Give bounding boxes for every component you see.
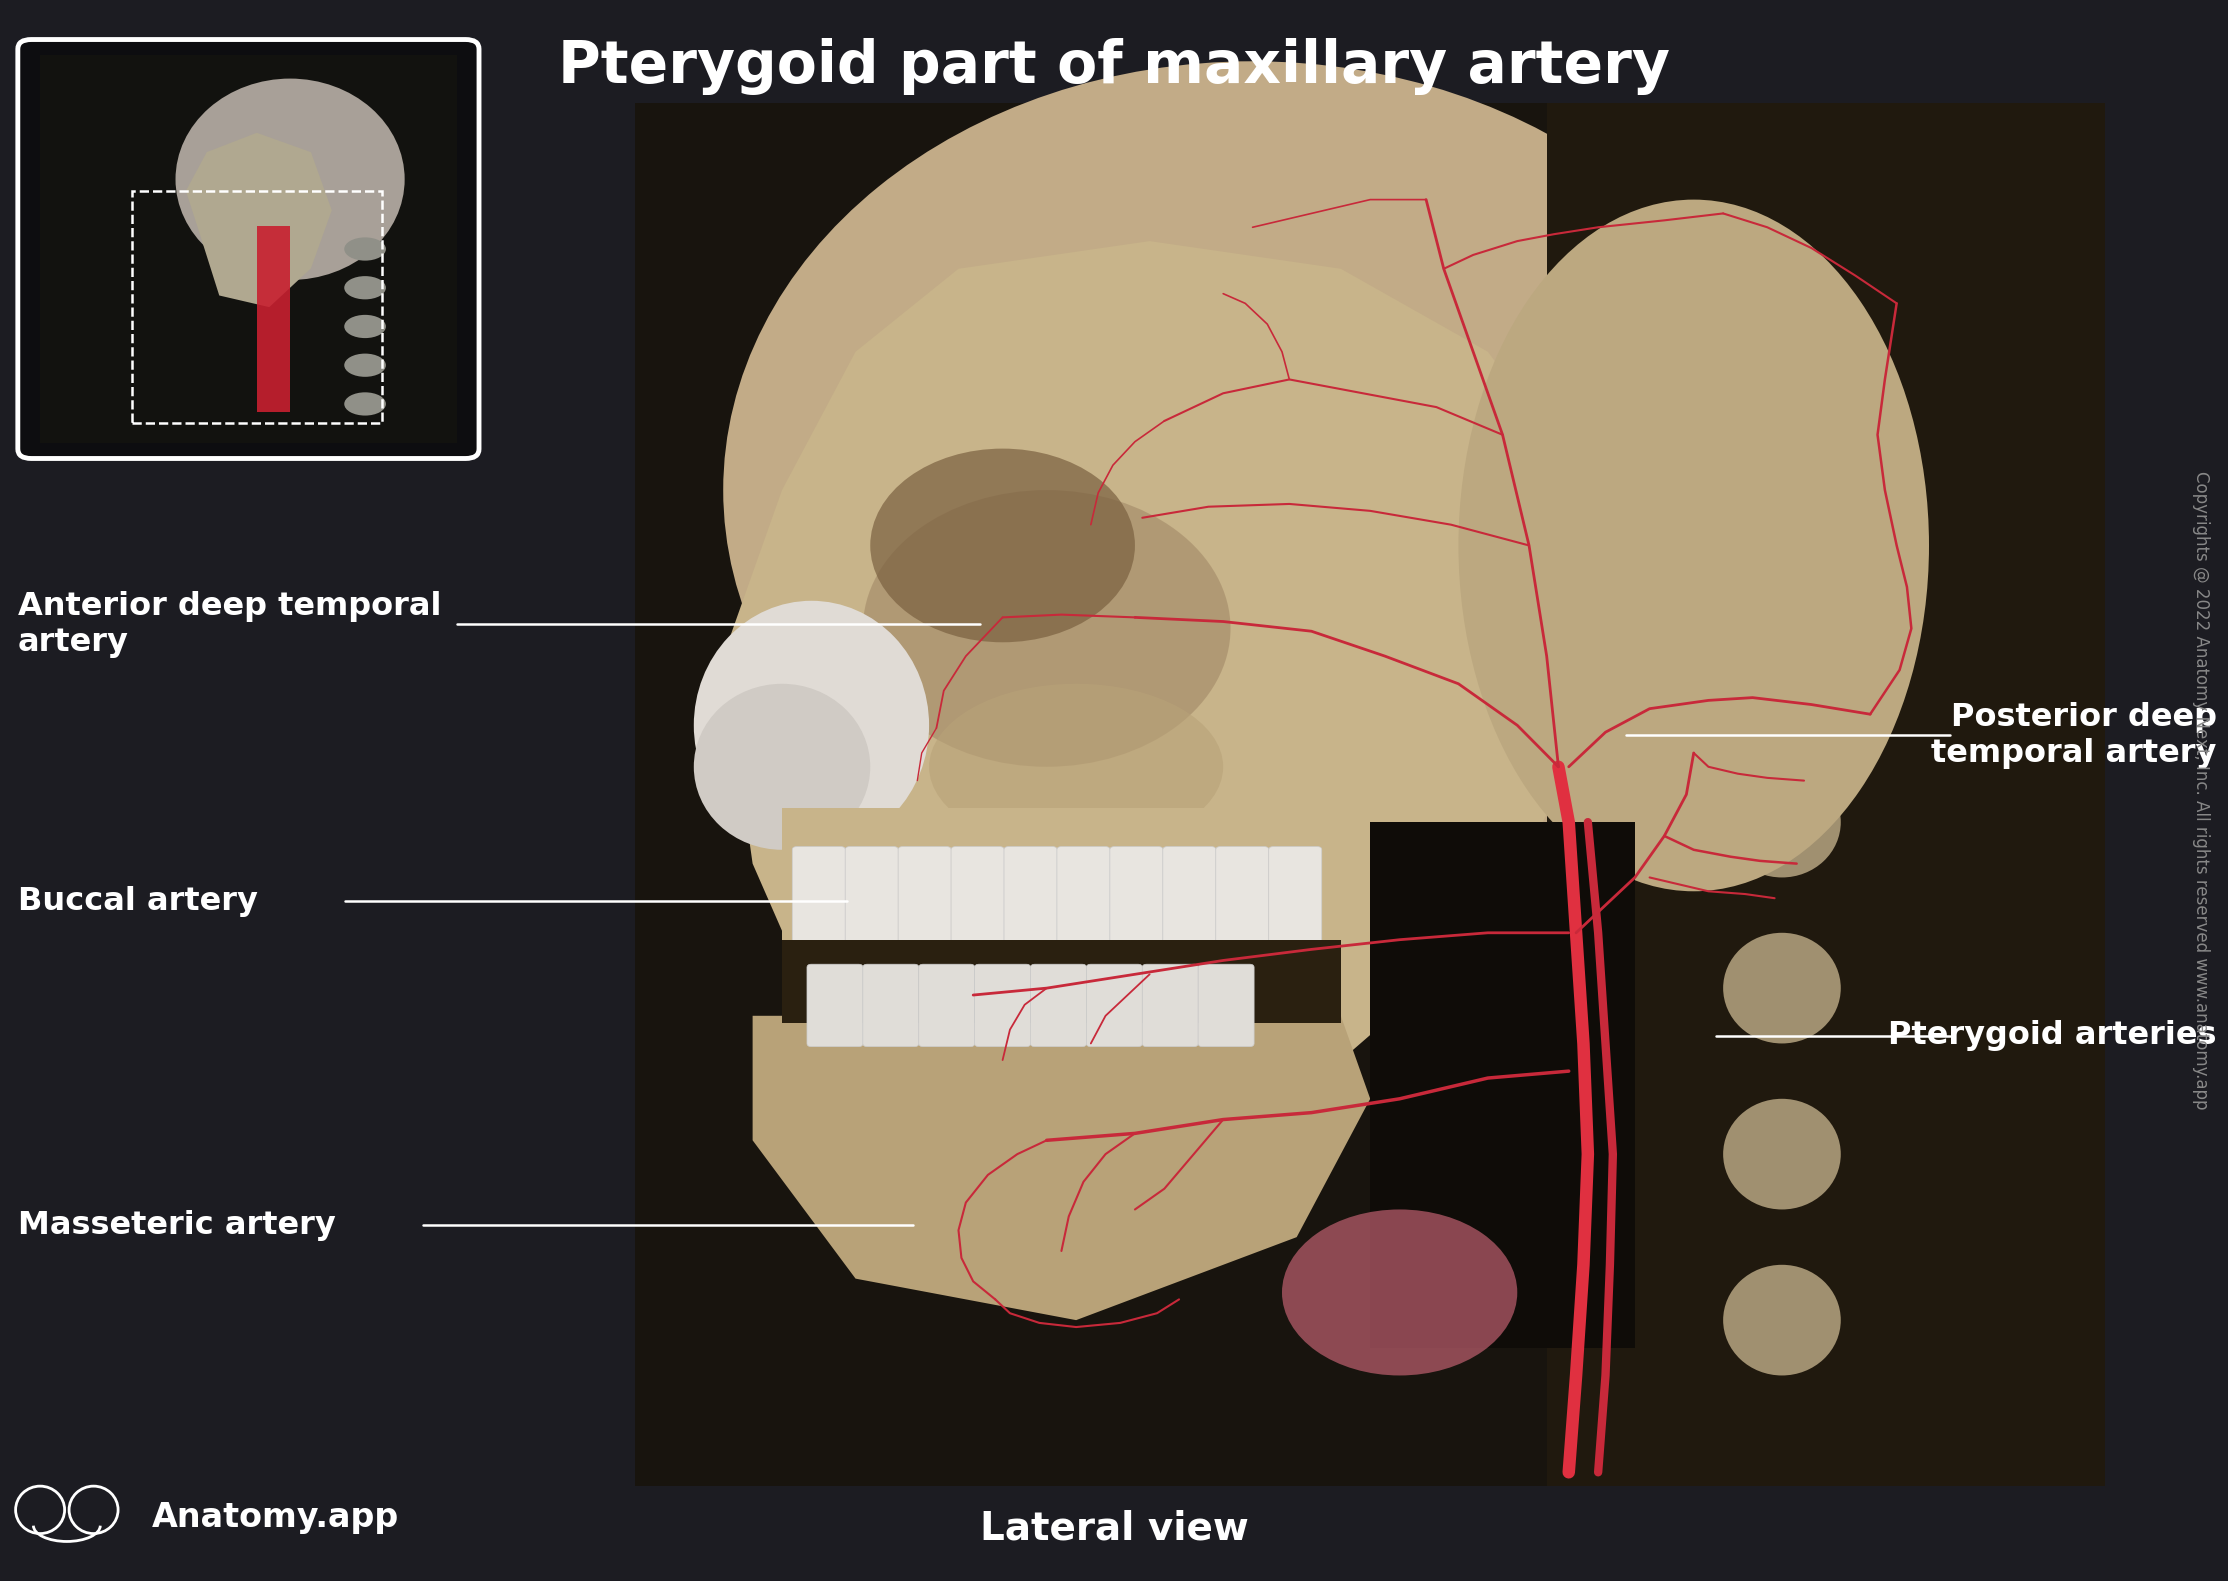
FancyBboxPatch shape <box>1199 964 1254 1047</box>
Text: Buccal artery: Buccal artery <box>18 885 258 917</box>
Ellipse shape <box>1722 1099 1840 1209</box>
Bar <box>635 103 2105 1486</box>
Text: Masseteric artery: Masseteric artery <box>18 1209 336 1241</box>
FancyBboxPatch shape <box>1087 964 1143 1047</box>
FancyBboxPatch shape <box>1216 847 1268 942</box>
FancyBboxPatch shape <box>844 847 898 942</box>
FancyBboxPatch shape <box>1268 847 1321 942</box>
Ellipse shape <box>1722 435 1840 545</box>
FancyBboxPatch shape <box>793 847 844 942</box>
Text: Anatomy.app: Anatomy.app <box>152 1502 399 1534</box>
FancyBboxPatch shape <box>1110 847 1163 942</box>
Ellipse shape <box>862 490 1230 767</box>
Ellipse shape <box>693 601 929 849</box>
Bar <box>1546 103 2105 1486</box>
FancyBboxPatch shape <box>1163 847 1216 942</box>
FancyBboxPatch shape <box>918 964 974 1047</box>
Text: Lateral view: Lateral view <box>980 1510 1248 1548</box>
Ellipse shape <box>724 62 1782 919</box>
Polygon shape <box>724 242 1591 1183</box>
Text: Pterygoid arteries: Pterygoid arteries <box>1889 1020 2217 1051</box>
Ellipse shape <box>345 237 385 261</box>
FancyBboxPatch shape <box>951 847 1005 942</box>
Ellipse shape <box>871 449 1134 642</box>
Ellipse shape <box>345 315 385 338</box>
Text: Copyrights @ 2022 Anatomy Next, Inc. All rights reserved www.anatomy.app: Copyrights @ 2022 Anatomy Next, Inc. All… <box>2192 471 2210 1110</box>
FancyBboxPatch shape <box>1032 964 1087 1047</box>
FancyBboxPatch shape <box>18 40 479 458</box>
Text: Pterygoid part of maxillary artery: Pterygoid part of maxillary artery <box>557 38 1671 95</box>
Bar <box>782 808 1341 1015</box>
Ellipse shape <box>1281 1209 1517 1375</box>
Polygon shape <box>753 1015 1370 1320</box>
Ellipse shape <box>1459 199 1929 892</box>
FancyBboxPatch shape <box>862 964 918 1047</box>
Ellipse shape <box>345 392 385 416</box>
FancyBboxPatch shape <box>1143 964 1199 1047</box>
Ellipse shape <box>1722 933 1840 1043</box>
Bar <box>782 939 1341 1023</box>
Ellipse shape <box>1722 1265 1840 1375</box>
Text: Posterior deep
temporal artery: Posterior deep temporal artery <box>1932 702 2217 768</box>
Bar <box>131 191 381 424</box>
Bar <box>256 226 290 411</box>
Ellipse shape <box>176 79 405 280</box>
Polygon shape <box>185 133 332 307</box>
Ellipse shape <box>693 683 871 849</box>
FancyBboxPatch shape <box>1005 847 1056 942</box>
Ellipse shape <box>1722 767 1840 877</box>
FancyBboxPatch shape <box>1056 847 1110 942</box>
FancyBboxPatch shape <box>807 964 862 1047</box>
Bar <box>1370 822 1635 1347</box>
Ellipse shape <box>929 683 1223 849</box>
Text: Anterior deep temporal
artery: Anterior deep temporal artery <box>18 591 441 658</box>
Ellipse shape <box>345 277 385 299</box>
FancyBboxPatch shape <box>898 847 951 942</box>
FancyBboxPatch shape <box>974 964 1032 1047</box>
Ellipse shape <box>1722 601 1840 711</box>
Ellipse shape <box>345 354 385 376</box>
Bar <box>40 55 457 443</box>
